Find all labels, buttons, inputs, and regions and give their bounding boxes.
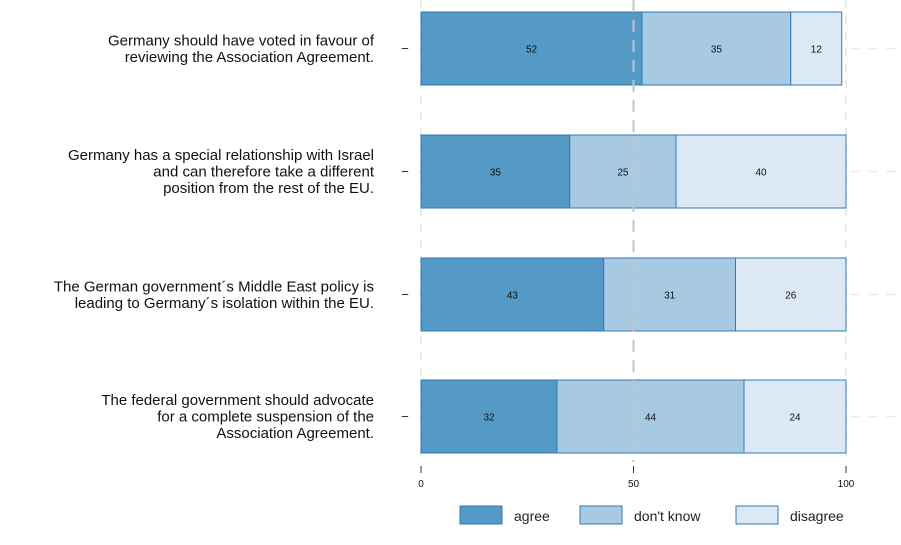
category-label: Germany should have voted in favour of bbox=[108, 32, 375, 49]
legend-label: disagree bbox=[790, 508, 844, 524]
data-label: 31 bbox=[664, 291, 676, 302]
category-label: and can therefore take a different bbox=[153, 164, 375, 181]
category-label: The federal government should advocate bbox=[101, 392, 374, 409]
legend-swatch bbox=[579, 505, 623, 525]
legend-label: agree bbox=[514, 508, 550, 524]
data-label: 35 bbox=[711, 45, 723, 56]
bar-segment-agree bbox=[420, 11, 643, 86]
bar-segment-agree bbox=[420, 134, 571, 209]
data-label: 26 bbox=[785, 291, 797, 302]
x-tick-label: 0 bbox=[418, 479, 424, 490]
category-label: reviewing the Association Agreement. bbox=[125, 49, 374, 66]
bar-segment-disagree bbox=[675, 134, 847, 209]
category-label: position from the rest of the EU. bbox=[163, 180, 374, 197]
data-label: 12 bbox=[811, 45, 823, 56]
x-tick-label: 50 bbox=[628, 479, 640, 490]
legend-swatch bbox=[459, 505, 503, 525]
category-label: The German government´s Middle East poli… bbox=[54, 278, 374, 295]
bar-segment-don-t-know bbox=[603, 257, 736, 332]
legend-swatch bbox=[735, 505, 779, 525]
bar-segment-disagree bbox=[743, 379, 847, 454]
category-label: Germany has a special relationship with … bbox=[68, 147, 374, 164]
bar-segment-don-t-know bbox=[556, 379, 745, 454]
bar-segment-disagree bbox=[735, 257, 847, 332]
category-label: Association Agreement. bbox=[216, 425, 374, 442]
bar-segment-agree bbox=[420, 379, 558, 454]
data-label: 52 bbox=[526, 45, 538, 56]
bar-segment-disagree bbox=[790, 11, 843, 86]
category-label: leading to Germany´s isolation within th… bbox=[75, 295, 374, 312]
data-label: 35 bbox=[490, 168, 502, 179]
data-label: 32 bbox=[483, 413, 495, 424]
x-tick-label: 100 bbox=[838, 479, 855, 490]
legend-label: don't know bbox=[634, 508, 701, 524]
bar-segment-agree bbox=[420, 257, 605, 332]
data-label: 43 bbox=[507, 291, 519, 302]
data-label: 40 bbox=[755, 168, 767, 179]
data-label: 44 bbox=[645, 413, 657, 424]
bar-segment-don-t-know bbox=[641, 11, 792, 86]
data-label: 25 bbox=[617, 168, 629, 179]
data-label: 24 bbox=[789, 413, 801, 424]
category-label: for a complete suspension of the bbox=[157, 409, 374, 426]
